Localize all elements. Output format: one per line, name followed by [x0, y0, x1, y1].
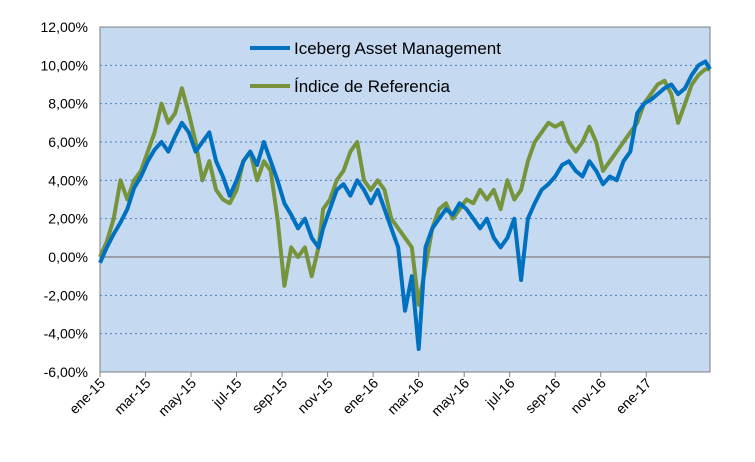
x-tick-label: ene-16 [339, 375, 381, 417]
x-tick-label: ene-17 [612, 375, 654, 417]
x-tick-label: nov-15 [294, 375, 336, 417]
x-tick-label: jul-16 [482, 375, 518, 411]
legend-label-iceberg: Iceberg Asset Management [294, 39, 501, 58]
x-tick-label: ene-15 [66, 375, 108, 417]
x-axis-tick-labels: ene-15 mar-15 may-15 jul-15 sep-15 nov-15 ene-… [66, 372, 655, 419]
y-tick-label: 8,00% [48, 96, 88, 112]
series-line-iceberg [98, 59, 712, 351]
x-tick-label: sep-16 [522, 375, 564, 417]
x-tick-label: nov-16 [567, 375, 609, 417]
x-tick-label: jul-15 [208, 375, 244, 411]
legend-label-indice: Índice de Referencia [294, 77, 450, 96]
y-tick-label: -4,00% [44, 326, 88, 342]
x-tick-label: mar-15 [111, 375, 154, 418]
y-tick-label: 10,00% [41, 57, 88, 73]
y-tick-label: 6,00% [48, 134, 88, 150]
x-tick-label: mar-16 [384, 375, 427, 418]
y-tick-label: -2,00% [44, 287, 88, 303]
y-tick-label: 0,00% [48, 249, 88, 265]
y-tick-label: 2,00% [48, 211, 88, 227]
x-tick-label: sep-15 [249, 375, 291, 417]
x-tick-label: may-16 [428, 375, 472, 419]
legend: Iceberg Asset Management Índice de Refer… [250, 39, 501, 96]
y-tick-label: 4,00% [48, 172, 88, 188]
x-tick-label: may-15 [155, 375, 199, 419]
series-lines [98, 59, 712, 351]
y-tick-label: 12,00% [41, 19, 88, 35]
plot-area [99, 26, 711, 373]
y-tick-label: -6,00% [44, 364, 88, 380]
series-line-indice [98, 67, 710, 307]
y-axis-tick-labels: -6,00% -4,00% -2,00% 0,00% 2,00% 4,00% 6,00% 8,… [41, 19, 88, 380]
